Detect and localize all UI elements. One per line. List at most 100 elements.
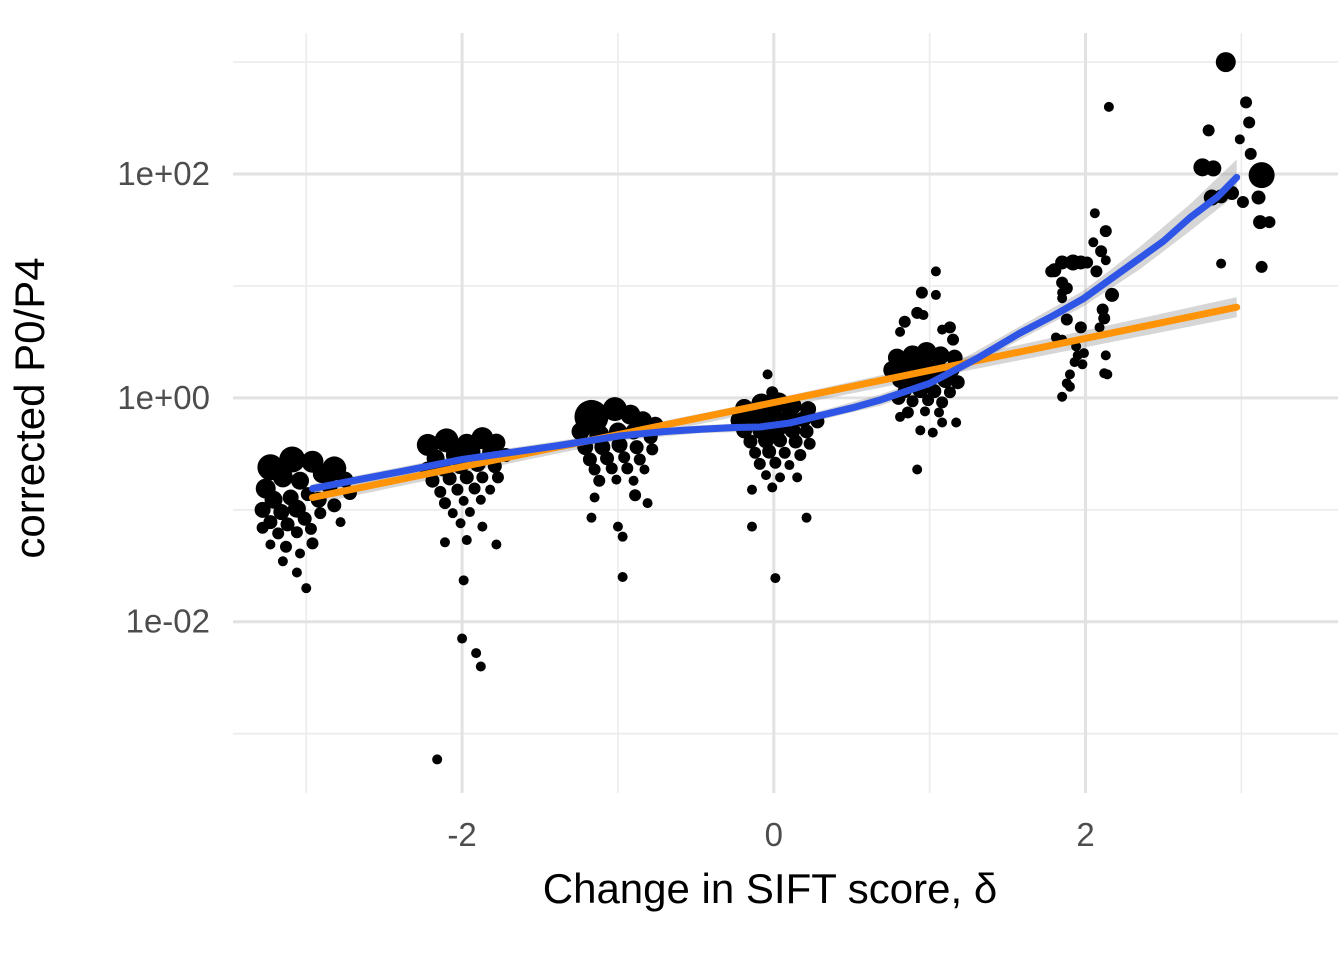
data-point bbox=[915, 425, 926, 436]
data-point bbox=[272, 467, 293, 488]
x-tick-label: 0 bbox=[765, 816, 783, 853]
data-point bbox=[425, 473, 440, 488]
data-point bbox=[265, 539, 276, 550]
data-point bbox=[458, 495, 469, 506]
data-point bbox=[633, 453, 646, 466]
data-point bbox=[753, 457, 766, 470]
data-point bbox=[468, 482, 481, 495]
data-point bbox=[762, 444, 777, 459]
data-point bbox=[937, 324, 948, 335]
y-axis-title: corrected P0/P4 bbox=[6, 257, 53, 558]
x-axis-title: Change in SIFT score, δ bbox=[543, 865, 997, 912]
data-point bbox=[1057, 293, 1068, 304]
data-point bbox=[761, 470, 772, 481]
data-point bbox=[930, 266, 941, 277]
data-point bbox=[593, 474, 606, 487]
data-point bbox=[770, 573, 781, 584]
data-point bbox=[778, 446, 791, 459]
data-point bbox=[775, 472, 786, 483]
data-point bbox=[447, 508, 458, 519]
data-point bbox=[758, 432, 775, 449]
y-tick-label: 1e-02 bbox=[126, 603, 210, 640]
axis-tick-labels: -2 0 2 1e+02 1e+00 1e-02 bbox=[117, 155, 1094, 853]
data-point bbox=[306, 537, 319, 550]
data-point bbox=[327, 498, 342, 513]
data-point bbox=[937, 417, 948, 428]
data-point bbox=[600, 451, 615, 466]
data-point bbox=[1045, 265, 1058, 278]
data-point bbox=[464, 507, 475, 518]
data-point bbox=[458, 575, 469, 586]
scatter-points bbox=[254, 52, 1276, 765]
data-point bbox=[434, 485, 447, 498]
data-point bbox=[1078, 348, 1089, 359]
data-point bbox=[304, 522, 317, 535]
data-point bbox=[629, 489, 642, 502]
data-point bbox=[927, 427, 938, 438]
data-point bbox=[582, 452, 597, 467]
data-point bbox=[1202, 124, 1215, 137]
data-point bbox=[1253, 215, 1268, 230]
data-point bbox=[749, 446, 762, 459]
data-point bbox=[784, 460, 795, 471]
data-point bbox=[762, 369, 773, 380]
data-point bbox=[254, 501, 271, 518]
data-point bbox=[459, 470, 474, 485]
fit-lines bbox=[308, 173, 1241, 502]
data-point bbox=[895, 411, 906, 422]
y-tick-label: 1e+02 bbox=[117, 155, 210, 192]
data-point bbox=[1105, 287, 1120, 302]
data-point bbox=[1244, 147, 1257, 160]
data-point bbox=[618, 451, 631, 464]
data-point bbox=[571, 422, 590, 441]
data-point bbox=[461, 535, 472, 546]
data-point bbox=[1103, 101, 1114, 112]
data-point bbox=[279, 446, 306, 473]
data-point bbox=[1055, 255, 1070, 270]
data-point bbox=[936, 396, 949, 409]
data-point bbox=[743, 434, 758, 449]
data-point bbox=[1089, 208, 1100, 219]
data-point bbox=[1081, 256, 1094, 269]
data-point bbox=[934, 407, 945, 418]
data-point bbox=[792, 472, 803, 483]
data-point bbox=[642, 498, 653, 509]
data-point bbox=[477, 521, 488, 532]
data-point bbox=[898, 315, 911, 328]
data-point bbox=[1248, 162, 1275, 189]
data-point bbox=[950, 375, 965, 390]
data-point bbox=[1234, 134, 1245, 145]
data-point bbox=[1064, 369, 1075, 380]
data-point bbox=[799, 424, 814, 439]
data-point bbox=[1263, 216, 1276, 229]
data-point bbox=[1100, 350, 1111, 361]
data-point bbox=[455, 518, 466, 529]
data-point bbox=[491, 471, 504, 484]
data-point bbox=[457, 633, 468, 644]
data-point bbox=[801, 512, 812, 523]
data-point bbox=[291, 471, 310, 490]
data-point bbox=[746, 521, 757, 532]
data-point bbox=[767, 482, 778, 493]
data-point bbox=[432, 754, 443, 765]
data-point bbox=[314, 507, 327, 520]
data-point bbox=[586, 512, 597, 523]
data-point bbox=[1100, 255, 1111, 266]
data-point bbox=[1205, 160, 1222, 177]
data-point bbox=[295, 548, 306, 559]
data-point bbox=[1074, 321, 1087, 334]
data-point bbox=[1096, 303, 1109, 316]
data-point bbox=[906, 395, 919, 408]
data-point bbox=[803, 437, 816, 450]
data-point bbox=[1069, 357, 1080, 368]
data-point bbox=[1099, 225, 1112, 238]
data-point bbox=[788, 434, 803, 449]
data-point bbox=[491, 539, 502, 550]
data-point bbox=[279, 540, 292, 553]
data-point bbox=[1064, 381, 1075, 392]
data-point bbox=[912, 464, 923, 475]
data-point bbox=[922, 394, 935, 407]
data-point bbox=[927, 384, 942, 399]
data-point bbox=[951, 417, 962, 428]
data-point bbox=[919, 406, 930, 417]
